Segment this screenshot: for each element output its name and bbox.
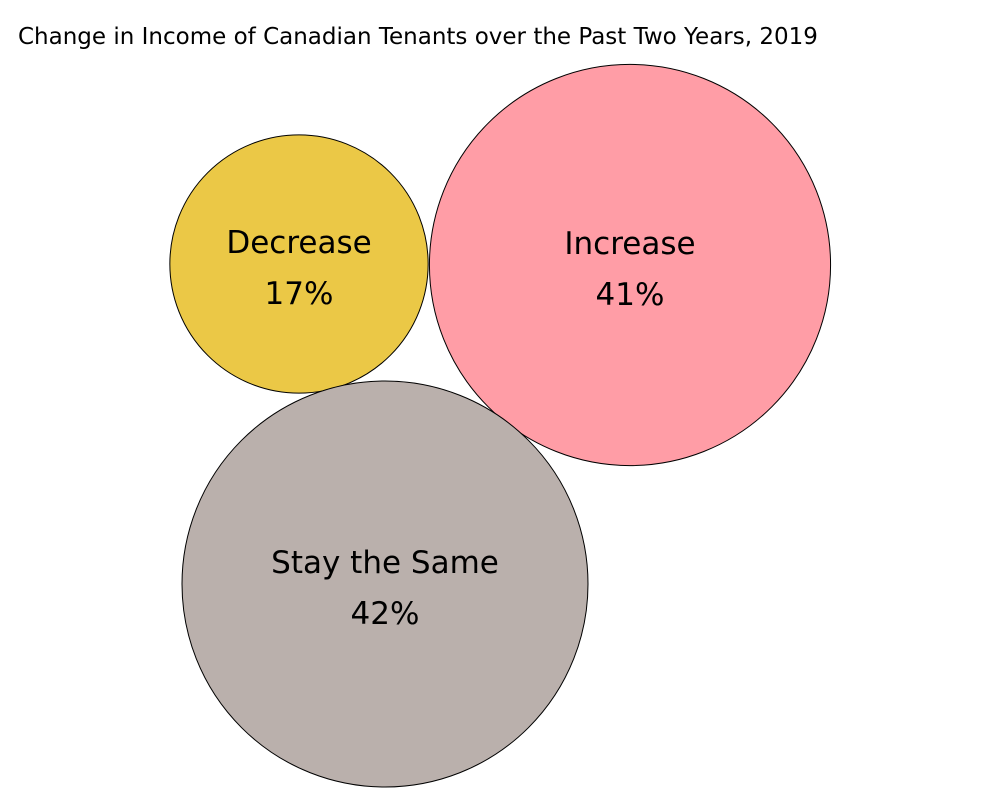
bubble-value-label: 41% [596,277,665,313]
bubble-decrease [169,134,429,394]
bubble-value-label: 17% [265,276,334,312]
bubble-category-label: Decrease [226,225,371,261]
bubble-increase [428,63,832,467]
bubble-value-label: 42% [351,596,420,632]
bubble-category-label: Increase [564,226,695,262]
bubble-stay-the-same [181,380,589,788]
bubble-category-label: Stay the Same [271,545,499,581]
chart-title: Change in Income of Canadian Tenants ove… [18,24,818,50]
